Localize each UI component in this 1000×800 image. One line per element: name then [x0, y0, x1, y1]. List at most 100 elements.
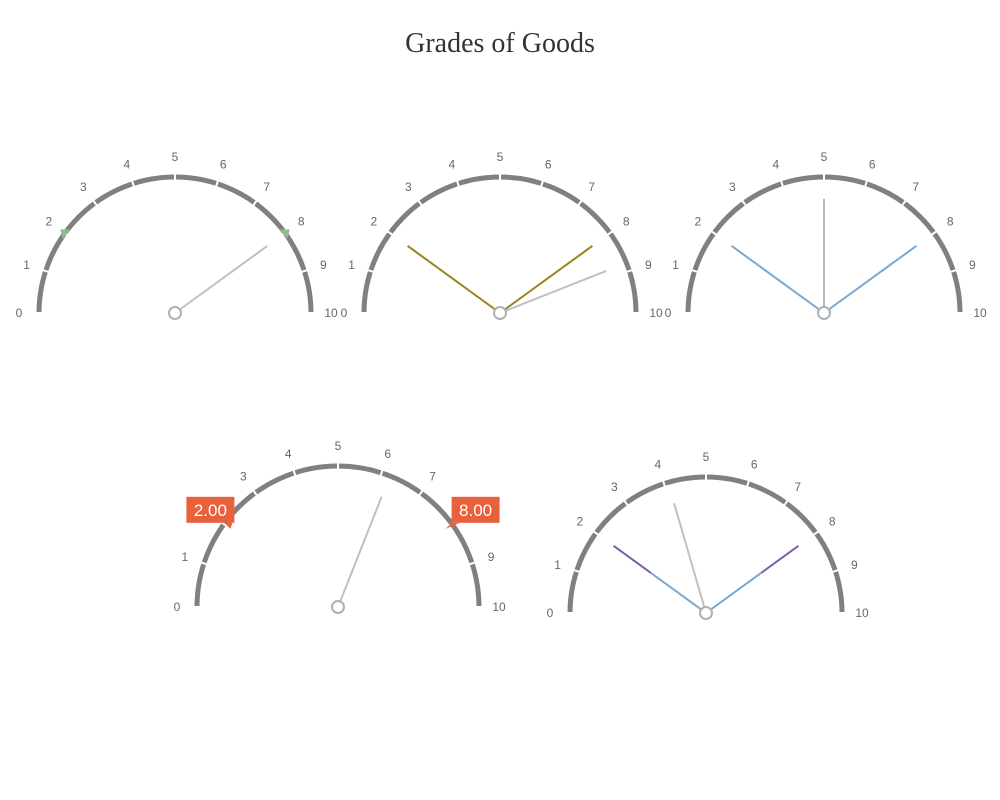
gauge-tick-label: 7 — [588, 180, 595, 194]
gauge-tick-label: 9 — [969, 258, 976, 272]
gauge-tick-mark — [539, 180, 545, 188]
gauge-tick-label: 6 — [869, 158, 876, 172]
gauge-needle-hub — [699, 606, 713, 620]
gauge-2: 0 1 2 3 4 5 6 7 8 9 10 — [341, 150, 663, 320]
gauge-tick-mark — [468, 561, 476, 566]
gauge-tick-mark — [623, 499, 629, 507]
gauge-tick-label: 6 — [545, 158, 552, 172]
value-label-pointer — [445, 522, 460, 529]
gauge-tick-label: 10 — [649, 306, 663, 320]
gauge-tick-label: 6 — [384, 447, 391, 461]
gauge-tick-label: 4 — [123, 158, 130, 172]
gauge-3: 0 1 2 3 4 5 6 7 8 9 10 — [665, 150, 987, 320]
gauge-scale-arc — [36, 174, 314, 314]
gauge-needle — [673, 503, 707, 614]
gauge-tick-mark — [130, 180, 136, 188]
gauge-tick-label: 3 — [240, 470, 247, 484]
gauge-tick-label: 4 — [285, 447, 292, 461]
gauge-tick-mark — [200, 561, 208, 566]
gauge-tick-label: 7 — [429, 470, 436, 484]
value-label-box — [186, 496, 235, 523]
gauge-tick-label: 1 — [182, 550, 189, 564]
gauge-tick-label: 4 — [772, 158, 779, 172]
gauge-tick-mark — [417, 199, 423, 207]
gauge-needle — [174, 245, 269, 314]
gauge-needle-tip — [612, 545, 652, 574]
gauge-tick-label: 3 — [80, 180, 87, 194]
gauge-tick-label: 8 — [829, 514, 836, 528]
gauge-scale-arc — [567, 474, 845, 614]
gauge-tick-label: 8 — [947, 214, 954, 228]
gauge-needle — [823, 245, 918, 314]
gauge-tick-mark — [292, 469, 297, 477]
gauge-tick-label: 2 — [370, 214, 377, 228]
gauge-range-marker — [279, 229, 290, 240]
gauge-tick-mark — [831, 568, 839, 574]
gauge-tick-mark — [577, 199, 583, 207]
gauge-needle — [649, 571, 707, 614]
gauge-tick-label: 4 — [448, 158, 455, 172]
value-label-text: 2.00 — [194, 501, 227, 520]
gauge-tick-mark — [812, 530, 820, 536]
gauge-tick-mark — [779, 180, 785, 188]
gauge-tick-label: 5 — [335, 439, 342, 453]
gauge-needle — [730, 245, 825, 314]
gauge-1: 0 1 2 3 4 5 6 7 8 9 10 — [16, 150, 338, 320]
gauge-needle-hub — [168, 306, 182, 320]
gauge-tick-label: 10 — [324, 306, 338, 320]
gauge-tick-label: 9 — [645, 258, 652, 272]
gauge-tick-mark — [930, 230, 938, 236]
gauge-tick-mark — [949, 268, 957, 274]
gauge-value-label: 8.00 — [445, 496, 500, 529]
gauge-tick-label: 5 — [703, 450, 710, 464]
gauge-needle-hub — [493, 306, 507, 320]
gauge-tick-mark — [252, 199, 258, 207]
gauge-tick-label: 9 — [851, 558, 858, 572]
gauge-tick-label: 4 — [654, 458, 661, 472]
gauge-tick-label: 8 — [623, 214, 630, 228]
gauge-tick-label: 1 — [554, 558, 561, 572]
gauge-tick-label: 10 — [855, 606, 869, 620]
gauge-tick-label: 5 — [821, 150, 828, 164]
gauge-tick-label: 7 — [912, 180, 919, 194]
gauge-tick-mark — [901, 199, 907, 207]
gauge-tick-label: 3 — [405, 180, 412, 194]
gauge-needle-hub — [817, 306, 831, 320]
gauge-tick-label: 2 — [576, 514, 583, 528]
gauge-4: 0123456789102.008.00 — [174, 439, 506, 614]
gauge-tick-mark — [741, 199, 747, 207]
gauge-tick-mark — [379, 469, 384, 477]
gauge-tick-label: 5 — [172, 150, 179, 164]
gauge-tick-label: 8 — [298, 214, 305, 228]
gauge-tick-label: 1 — [348, 258, 355, 272]
value-label-box — [451, 496, 500, 523]
gauge-tick-label: 0 — [547, 606, 554, 620]
gauge-tick-mark — [863, 180, 869, 188]
value-label-text: 8.00 — [459, 501, 492, 520]
gauge-tick-label: 9 — [320, 258, 327, 272]
gauge-scale-arc — [194, 463, 482, 608]
gauge-tick-label: 9 — [488, 550, 495, 564]
gauge-tick-mark — [745, 480, 751, 488]
gauge-tick-mark — [606, 230, 614, 236]
gauge-tick-label: 10 — [492, 600, 506, 614]
gauge-tick-label: 5 — [497, 150, 504, 164]
gauge-tick-mark — [367, 268, 375, 274]
gauge-tick-mark — [252, 489, 258, 497]
gauge-needle — [337, 496, 383, 608]
gauge-tick-label: 7 — [794, 480, 801, 494]
gauge-5: 0 1 2 3 4 5 6 7 8 9 10 — [547, 450, 869, 620]
gauge-tick-mark — [386, 230, 394, 236]
gauge-needle-tip — [760, 545, 800, 574]
gauge-tick-label: 10 — [973, 306, 987, 320]
chart-title: Grades of Goods — [405, 28, 595, 59]
gauge-tick-label: 2 — [694, 214, 701, 228]
gauge-tick-mark — [573, 568, 581, 574]
gauge-tick-mark — [710, 230, 718, 236]
value-label-pointer — [224, 522, 233, 529]
gauge-tick-label: 1 — [23, 258, 30, 272]
gauge-tick-label: 3 — [729, 180, 736, 194]
gauge-needle-hub — [331, 600, 345, 614]
gauge-tick-mark — [42, 268, 50, 274]
